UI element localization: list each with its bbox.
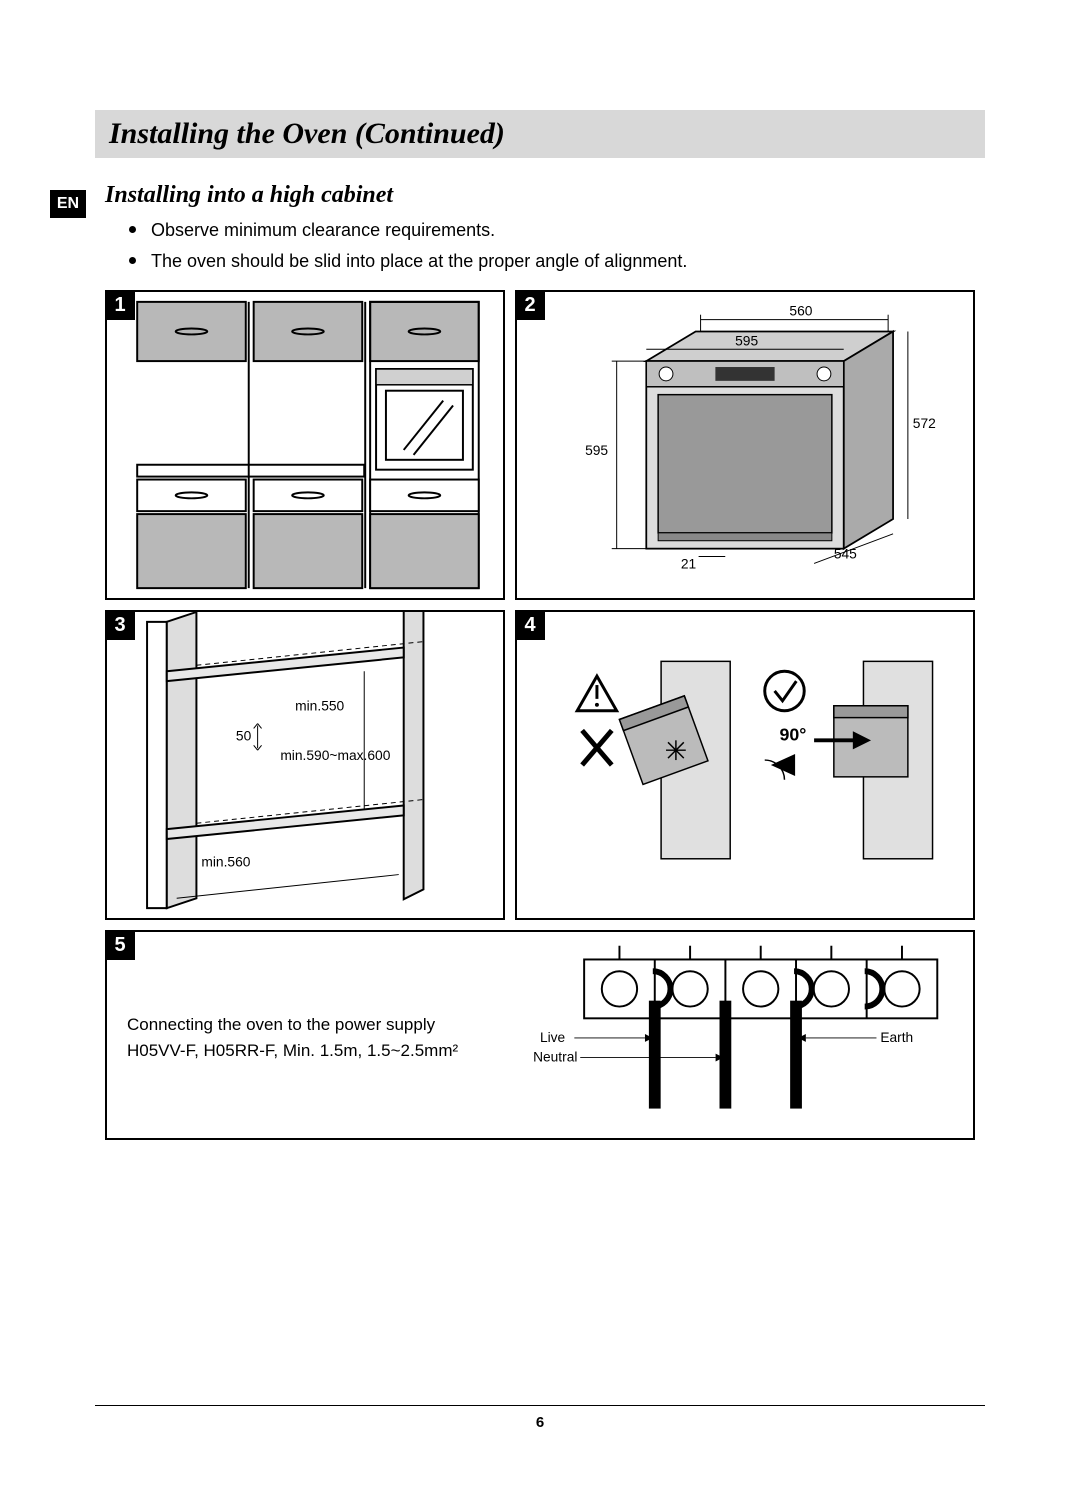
- dim-21: 21: [681, 556, 696, 572]
- subsection-title: Installing into a high cabinet: [105, 182, 985, 209]
- dim-595h: 595: [585, 442, 608, 458]
- warning-icon: [577, 676, 616, 711]
- page-number: 6: [0, 1414, 1080, 1431]
- dim-545: 545: [834, 546, 857, 562]
- language-badge: EN: [50, 190, 86, 218]
- dim-572: 572: [913, 415, 936, 431]
- cavity-illustration: min.550 50 min.590~max.600 min.560: [107, 612, 503, 918]
- figure-panel-2: 2: [515, 290, 975, 600]
- dim-min560: min.560: [201, 854, 250, 870]
- label-neutral: Neutral: [533, 1050, 577, 1065]
- figure-panel-1: 1: [105, 290, 505, 600]
- instruction-list: Observe minimum clearance requirements. …: [129, 215, 985, 276]
- dim-height: min.590~max.600: [280, 747, 390, 763]
- figure-panel-5: 5 Connecting the oven to the power suppl…: [105, 930, 975, 1140]
- dim-50: 50: [236, 728, 252, 744]
- oven-dimensions-illustration: 560 595 595 572 545 21: [517, 292, 973, 598]
- dim-595w: 595: [735, 332, 758, 348]
- check-icon: [765, 671, 804, 710]
- angle-label: 90°: [780, 725, 807, 745]
- figure-panel-3: 3: [105, 610, 505, 920]
- label-earth: Earth: [880, 1030, 913, 1045]
- section-title-bar: Installing the Oven (Continued): [95, 110, 985, 158]
- insertion-illustration: 90°: [517, 612, 973, 918]
- cross-icon: [582, 731, 612, 766]
- label-live: Live: [540, 1030, 566, 1045]
- cabinet-illustration: [107, 292, 503, 598]
- figure-panel-4: 4: [515, 610, 975, 920]
- wiring-illustration: Live Neutral Earth: [107, 932, 973, 1138]
- footer-rule: [95, 1405, 985, 1406]
- list-item: Observe minimum clearance requirements.: [129, 215, 985, 246]
- list-item: The oven should be slid into place at th…: [129, 246, 985, 277]
- section-title: Installing the Oven (Continued): [109, 117, 505, 151]
- impact-icon: [666, 741, 686, 761]
- dim-560: 560: [789, 303, 812, 319]
- dim-min550: min.550: [295, 698, 344, 714]
